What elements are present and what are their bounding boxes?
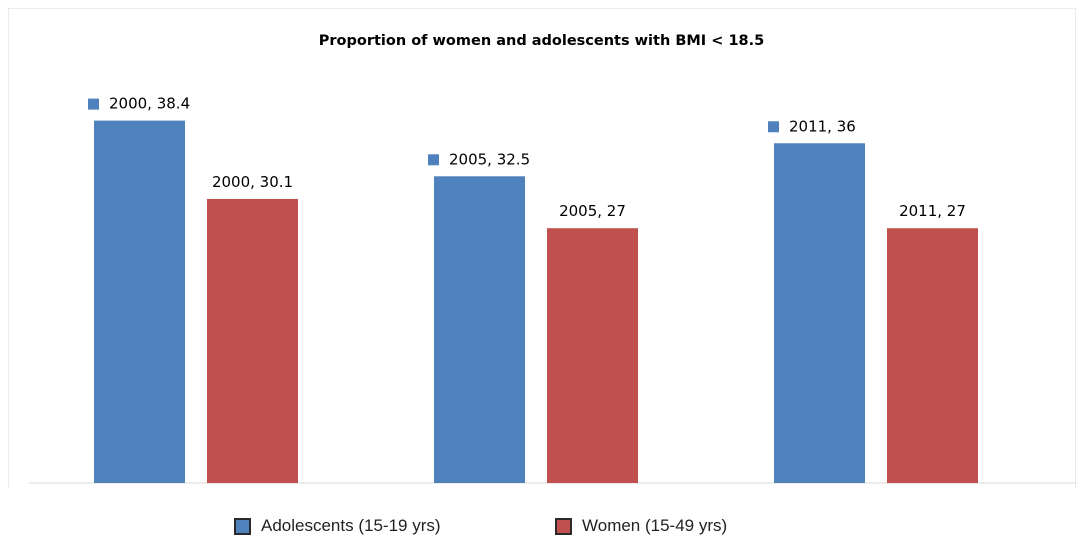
bar-adolescents-2005 xyxy=(434,176,525,484)
legend-swatch-women xyxy=(555,517,572,535)
data-label-adolescents-2011: 2011, 36 xyxy=(768,117,856,135)
data-label-text: 2005, 32.5 xyxy=(449,150,530,168)
data-label-text: 2005, 27 xyxy=(559,202,626,220)
bar-chart: 2000, 38.4 2005, 32.5 2011, 36 2000, 30.1 20… xyxy=(29,95,1076,484)
data-label-key xyxy=(88,98,99,110)
data-label-adolescents-2000: 2000, 38.4 xyxy=(88,95,190,113)
bar-adolescents-2011 xyxy=(774,143,865,483)
bar-women-2000 xyxy=(207,198,298,484)
data-label-key xyxy=(768,121,779,133)
bar-adolescents-2000 xyxy=(94,120,185,483)
data-label-text: 2011, 27 xyxy=(899,202,966,220)
bar-women-2011 xyxy=(887,228,978,483)
legend: Adolescents (15-19 yrs) Women (15-49 yrs… xyxy=(0,516,1083,540)
legend-label-adolescents: Adolescents (15-19 yrs) xyxy=(261,516,441,535)
chart-title: Proportion of women and adolescents with… xyxy=(318,33,765,49)
data-label-text: 2011, 36 xyxy=(789,117,856,135)
data-label-women-2011: 2011, 27 xyxy=(899,202,966,220)
plot-area xyxy=(8,8,1076,488)
data-label-text: 2000, 30.1 xyxy=(212,173,293,191)
data-label-text: 2000, 38.4 xyxy=(109,95,190,113)
data-label-women-2005: 2005, 27 xyxy=(559,202,626,220)
legend-item-adolescents: Adolescents (15-19 yrs) xyxy=(234,516,441,536)
legend-item-women: Women (15-49 yrs) xyxy=(555,516,727,536)
legend-label-women: Women (15-49 yrs) xyxy=(582,516,728,535)
data-label-adolescents-2005: 2005, 32.5 xyxy=(428,150,530,168)
legend-swatch-adolescents xyxy=(234,517,251,535)
data-label-women-2000: 2000, 30.1 xyxy=(212,173,293,191)
data-label-key xyxy=(428,154,439,166)
bar-women-2005 xyxy=(547,228,638,483)
